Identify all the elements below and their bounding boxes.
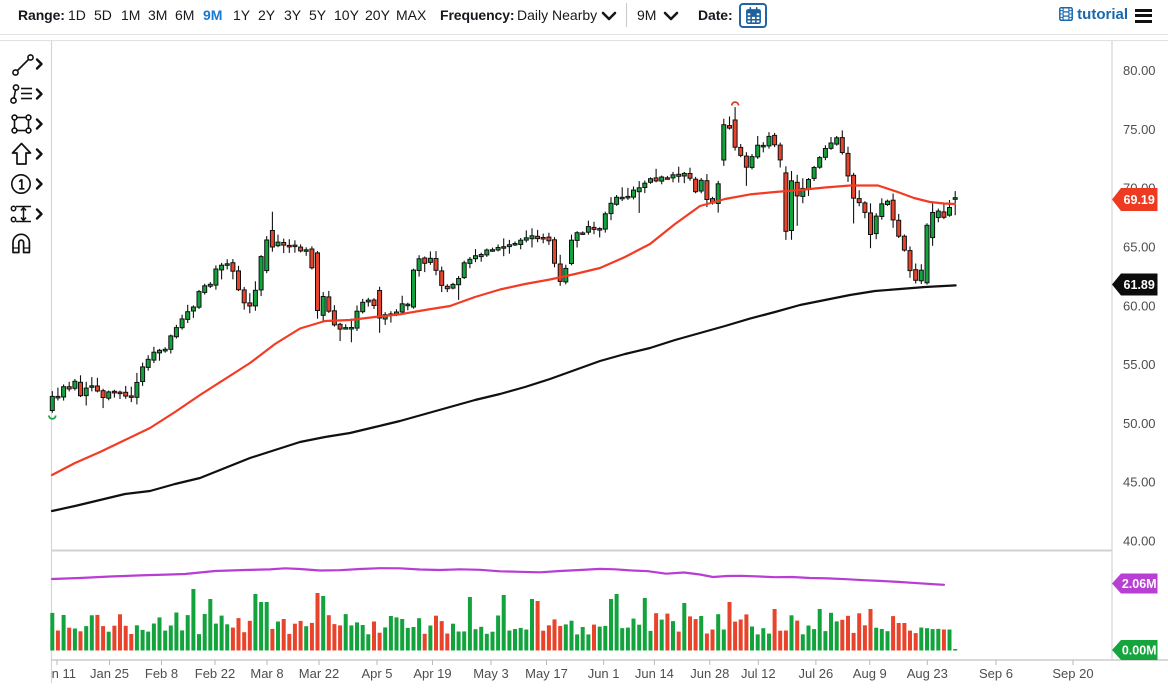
svg-text:69.19: 69.19 [1124,193,1155,207]
svg-text:Jan 11: Jan 11 [38,666,76,681]
svg-text:Apr 19: Apr 19 [413,666,451,681]
svg-text:Aug 9: Aug 9 [853,666,887,681]
svg-text:75.00: 75.00 [1123,122,1156,137]
svg-text:80.00: 80.00 [1123,63,1156,78]
svg-text:60.00: 60.00 [1123,298,1156,313]
svg-text:Jun 28: Jun 28 [690,666,729,681]
svg-text:65.00: 65.00 [1123,240,1156,255]
svg-text:Sep 6: Sep 6 [979,666,1013,681]
svg-text:0.00M: 0.00M [1122,644,1157,658]
svg-text:Feb 8: Feb 8 [145,666,178,681]
svg-text:2.06M: 2.06M [1122,577,1157,591]
svg-text:Mar 8: Mar 8 [250,666,283,681]
svg-text:45.00: 45.00 [1123,475,1156,490]
svg-text:Jul 26: Jul 26 [799,666,834,681]
svg-text:Jan 25: Jan 25 [90,666,129,681]
svg-text:Aug 23: Aug 23 [907,666,948,681]
svg-text:May 3: May 3 [473,666,508,681]
svg-text:61.89: 61.89 [1124,278,1155,292]
svg-text:55.00: 55.00 [1123,357,1156,372]
svg-text:Apr 5: Apr 5 [361,666,392,681]
svg-text:Sep 20: Sep 20 [1052,666,1093,681]
svg-text:Mar 22: Mar 22 [299,666,339,681]
svg-text:Feb 22: Feb 22 [195,666,235,681]
svg-text:Jun 1: Jun 1 [588,666,620,681]
svg-text:May 17: May 17 [525,666,568,681]
svg-text:Jul 12: Jul 12 [741,666,776,681]
svg-text:Jun 14: Jun 14 [635,666,674,681]
svg-text:50.00: 50.00 [1123,416,1156,431]
svg-text:40.00: 40.00 [1123,534,1156,549]
